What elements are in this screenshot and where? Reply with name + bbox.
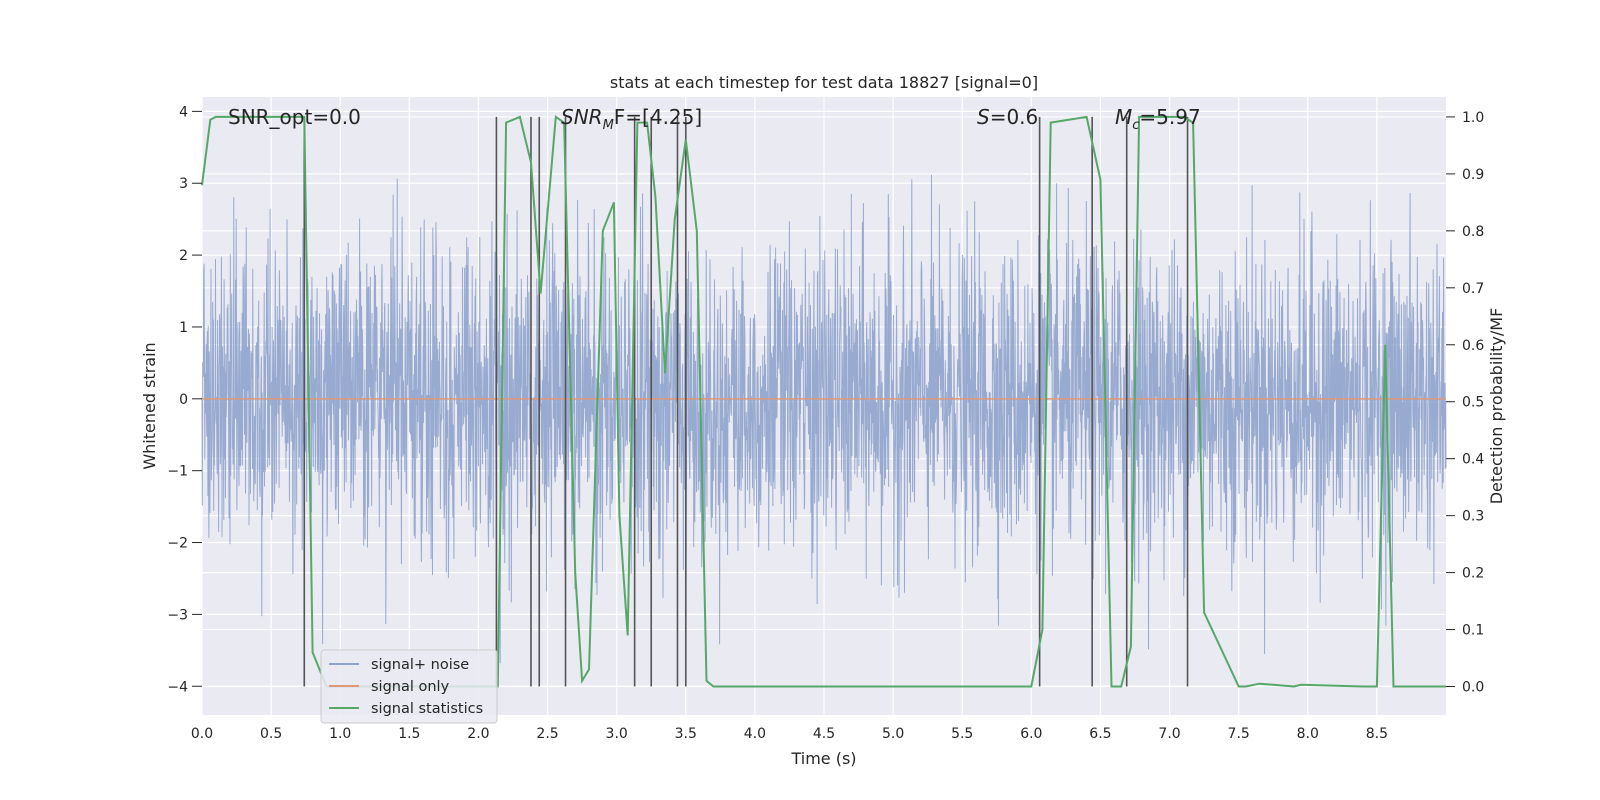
x-tick-0: 0.0	[191, 726, 213, 742]
x-tick-5: 2.5	[536, 726, 558, 742]
x-axis-label: Time (s)	[790, 749, 856, 768]
x-tick-14: 7.0	[1158, 726, 1180, 742]
y-left-tick-labels: −4 −3 −2 −1 0 1 2 3 4	[167, 104, 202, 695]
x-tick-4: 2.0	[467, 726, 489, 742]
y-right-tick-9: 0.9	[1462, 167, 1484, 183]
y-left-tick-6: 2	[179, 248, 188, 264]
y-left-tick-3: −1	[167, 464, 188, 480]
annotation-snr-opt: SNR_opt=0.0	[228, 105, 361, 129]
legend: signal+ noise signal only signal statist…	[320, 649, 498, 724]
y-left-tick-1: −3	[167, 607, 188, 623]
x-tick-17: 8.5	[1366, 726, 1388, 742]
y-right-tick-10: 1.0	[1462, 110, 1484, 126]
chart-title: stats at each timestep for test data 188…	[610, 73, 1038, 92]
x-tick-8: 4.0	[744, 726, 766, 742]
signal-noise-trace	[201, 174, 1447, 664]
x-tick-13: 6.5	[1089, 726, 1111, 742]
y-left-tick-2: −2	[167, 536, 188, 552]
y-right-axis-label: Detection probability/MF	[1487, 308, 1506, 505]
y-left-tick-4: 0	[179, 392, 188, 408]
x-tick-15: 7.5	[1228, 726, 1250, 742]
y-right-tick-labels: 0.0 0.1 0.2 0.3 0.4 0.5 0.6 0.7 0.8 0.9 1.0	[1446, 110, 1484, 696]
signal-noise-series	[201, 174, 1447, 664]
y-right-tick-5: 0.5	[1462, 395, 1484, 411]
y-right-tick-3: 0.3	[1462, 509, 1484, 525]
y-left-tick-0: −4	[167, 679, 188, 695]
legend-box	[320, 649, 498, 724]
legend-label-signal-only: signal only	[371, 679, 450, 695]
y-right-tick-0: 0.0	[1462, 680, 1484, 696]
annotation-mc: Mc=5.97	[1115, 105, 1201, 133]
y-left-tick-5: 1	[179, 320, 188, 336]
legend-label-signal-statistics: signal statistics	[371, 701, 483, 717]
x-tick-7: 3.5	[675, 726, 697, 742]
vertical-markers	[303, 116, 1189, 687]
x-tick-labels: 0.0 0.5 1.0 1.5 2.0 2.5 3.0 3.5 4.0 4.5 5.0 5.5 6.0 6…	[191, 726, 1388, 742]
y-right-tick-4: 0.4	[1462, 452, 1484, 468]
annotation-s: S=0.6	[977, 105, 1038, 129]
y-left-tick-8: 4	[179, 104, 188, 120]
x-tick-1: 0.5	[260, 726, 282, 742]
y-right-tick-1: 0.1	[1462, 623, 1484, 639]
y-right-tick-6: 0.6	[1462, 338, 1484, 354]
legend-label-signal-noise: signal+ noise	[371, 657, 469, 673]
x-tick-6: 3.0	[606, 726, 628, 742]
x-tick-10: 5.0	[882, 726, 904, 742]
y-left-tick-7: 3	[179, 176, 188, 192]
x-tick-16: 8.0	[1297, 726, 1319, 742]
x-tick-2: 1.0	[329, 726, 351, 742]
y-left-axis-label: Whitened strain	[140, 342, 159, 469]
x-tick-12: 6.0	[1020, 726, 1042, 742]
y-right-tick-8: 0.8	[1462, 224, 1484, 240]
y-right-tick-2: 0.2	[1462, 566, 1484, 582]
annotation-snr-mf: SNRMF=[4.25]	[561, 105, 702, 133]
y-right-tick-7: 0.7	[1462, 281, 1484, 297]
x-tick-11: 5.5	[951, 726, 973, 742]
x-tick-3: 1.5	[398, 726, 420, 742]
x-tick-9: 4.5	[813, 726, 835, 742]
